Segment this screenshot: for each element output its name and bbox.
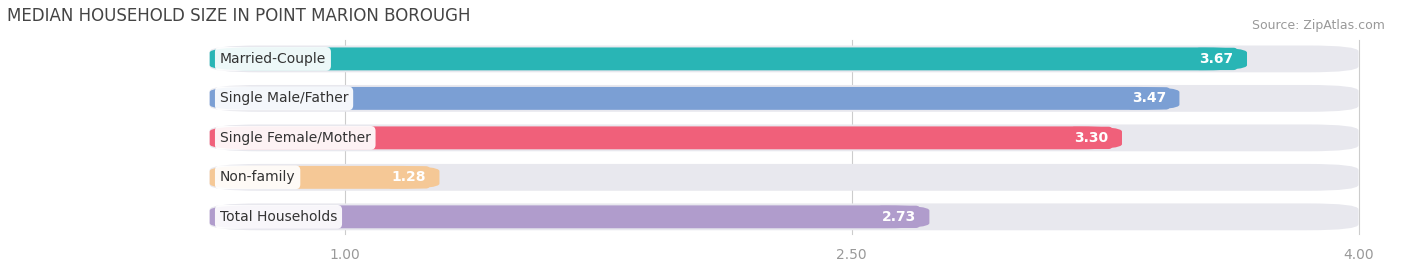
FancyBboxPatch shape [209, 87, 1180, 110]
FancyBboxPatch shape [209, 47, 1247, 70]
Text: Source: ZipAtlas.com: Source: ZipAtlas.com [1251, 19, 1385, 32]
Text: 3.67: 3.67 [1199, 52, 1233, 66]
Text: Single Female/Mother: Single Female/Mother [219, 131, 371, 145]
FancyBboxPatch shape [209, 206, 929, 228]
Text: Total Households: Total Households [219, 210, 337, 224]
Text: 3.47: 3.47 [1132, 91, 1166, 105]
Text: 1.28: 1.28 [391, 170, 426, 184]
Text: Married-Couple: Married-Couple [219, 52, 326, 66]
FancyBboxPatch shape [209, 45, 1358, 72]
FancyBboxPatch shape [209, 203, 1358, 230]
FancyBboxPatch shape [209, 125, 1358, 151]
Text: 3.30: 3.30 [1074, 131, 1108, 145]
FancyBboxPatch shape [209, 164, 1358, 191]
FancyBboxPatch shape [209, 166, 440, 189]
Text: 2.73: 2.73 [882, 210, 915, 224]
Text: Non-family: Non-family [219, 170, 295, 184]
FancyBboxPatch shape [209, 126, 1122, 149]
Text: Single Male/Father: Single Male/Father [219, 91, 349, 105]
Text: MEDIAN HOUSEHOLD SIZE IN POINT MARION BOROUGH: MEDIAN HOUSEHOLD SIZE IN POINT MARION BO… [7, 7, 471, 25]
FancyBboxPatch shape [209, 85, 1358, 112]
